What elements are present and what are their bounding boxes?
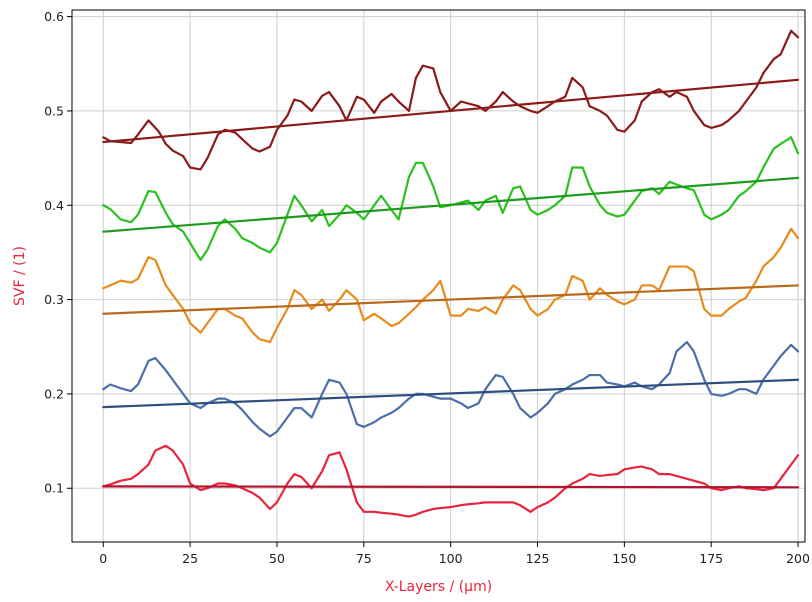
x-tick-label: 50 — [269, 551, 285, 566]
y-tick-label: 0.3 — [44, 292, 64, 307]
series-line-8 — [102, 444, 800, 518]
x-axis-ticks: 0 25 50 75 100 125 150 175 200 — [99, 542, 810, 566]
series-lines — [102, 29, 800, 518]
series-line-9 — [102, 485, 800, 489]
series-line-1 — [102, 78, 800, 144]
x-tick-label: 150 — [612, 551, 636, 566]
y-tick-label: 0.1 — [44, 481, 64, 496]
x-tick-label: 0 — [99, 551, 107, 566]
y-axis-title: SVF / (1) — [12, 246, 28, 306]
y-tick-label: 0.6 — [44, 9, 64, 24]
y-axis-ticks: 0.1 0.2 0.3 0.4 0.5 0.6 — [44, 9, 72, 496]
x-tick-label: 25 — [182, 551, 198, 566]
x-tick-label: 125 — [526, 551, 550, 566]
x-tick-label: 100 — [439, 551, 463, 566]
x-tick-label: 175 — [699, 551, 723, 566]
series-line-5 — [102, 284, 800, 315]
x-tick-label: 75 — [356, 551, 372, 566]
x-tick-label: 200 — [786, 551, 810, 566]
x-axis-title: X-Layers / (μm) — [385, 579, 492, 595]
y-tick-label: 0.2 — [44, 386, 64, 401]
series-line-3 — [102, 176, 800, 233]
y-tick-label: 0.4 — [44, 198, 64, 213]
y-tick-label: 0.5 — [44, 103, 64, 118]
series-line-6 — [102, 340, 800, 438]
series-line-7 — [102, 378, 800, 409]
plot-frame — [71, 9, 806, 543]
